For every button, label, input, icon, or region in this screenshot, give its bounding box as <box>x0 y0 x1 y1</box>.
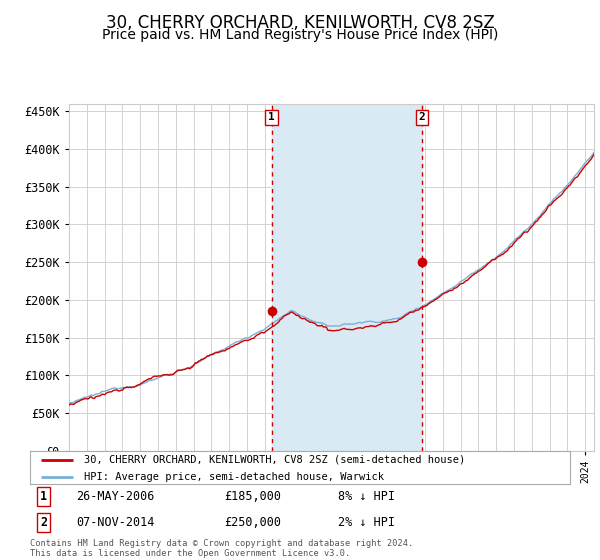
Text: Price paid vs. HM Land Registry's House Price Index (HPI): Price paid vs. HM Land Registry's House … <box>102 28 498 42</box>
Text: £185,000: £185,000 <box>224 489 281 503</box>
Text: 26-MAY-2006: 26-MAY-2006 <box>76 489 154 503</box>
Text: 1: 1 <box>40 489 47 503</box>
Text: 30, CHERRY ORCHARD, KENILWORTH, CV8 2SZ (semi-detached house): 30, CHERRY ORCHARD, KENILWORTH, CV8 2SZ … <box>84 455 465 465</box>
Text: 2: 2 <box>419 113 425 123</box>
Text: 8% ↓ HPI: 8% ↓ HPI <box>338 489 395 503</box>
Text: HPI: Average price, semi-detached house, Warwick: HPI: Average price, semi-detached house,… <box>84 472 384 482</box>
Text: 30, CHERRY ORCHARD, KENILWORTH, CV8 2SZ: 30, CHERRY ORCHARD, KENILWORTH, CV8 2SZ <box>106 14 494 32</box>
Text: £250,000: £250,000 <box>224 516 281 529</box>
Text: 1: 1 <box>268 113 275 123</box>
Text: Contains HM Land Registry data © Crown copyright and database right 2024.
This d: Contains HM Land Registry data © Crown c… <box>30 539 413 558</box>
Bar <box>272 104 422 451</box>
Text: 07-NOV-2014: 07-NOV-2014 <box>76 516 154 529</box>
Text: 2% ↓ HPI: 2% ↓ HPI <box>338 516 395 529</box>
Text: 2: 2 <box>40 516 47 529</box>
